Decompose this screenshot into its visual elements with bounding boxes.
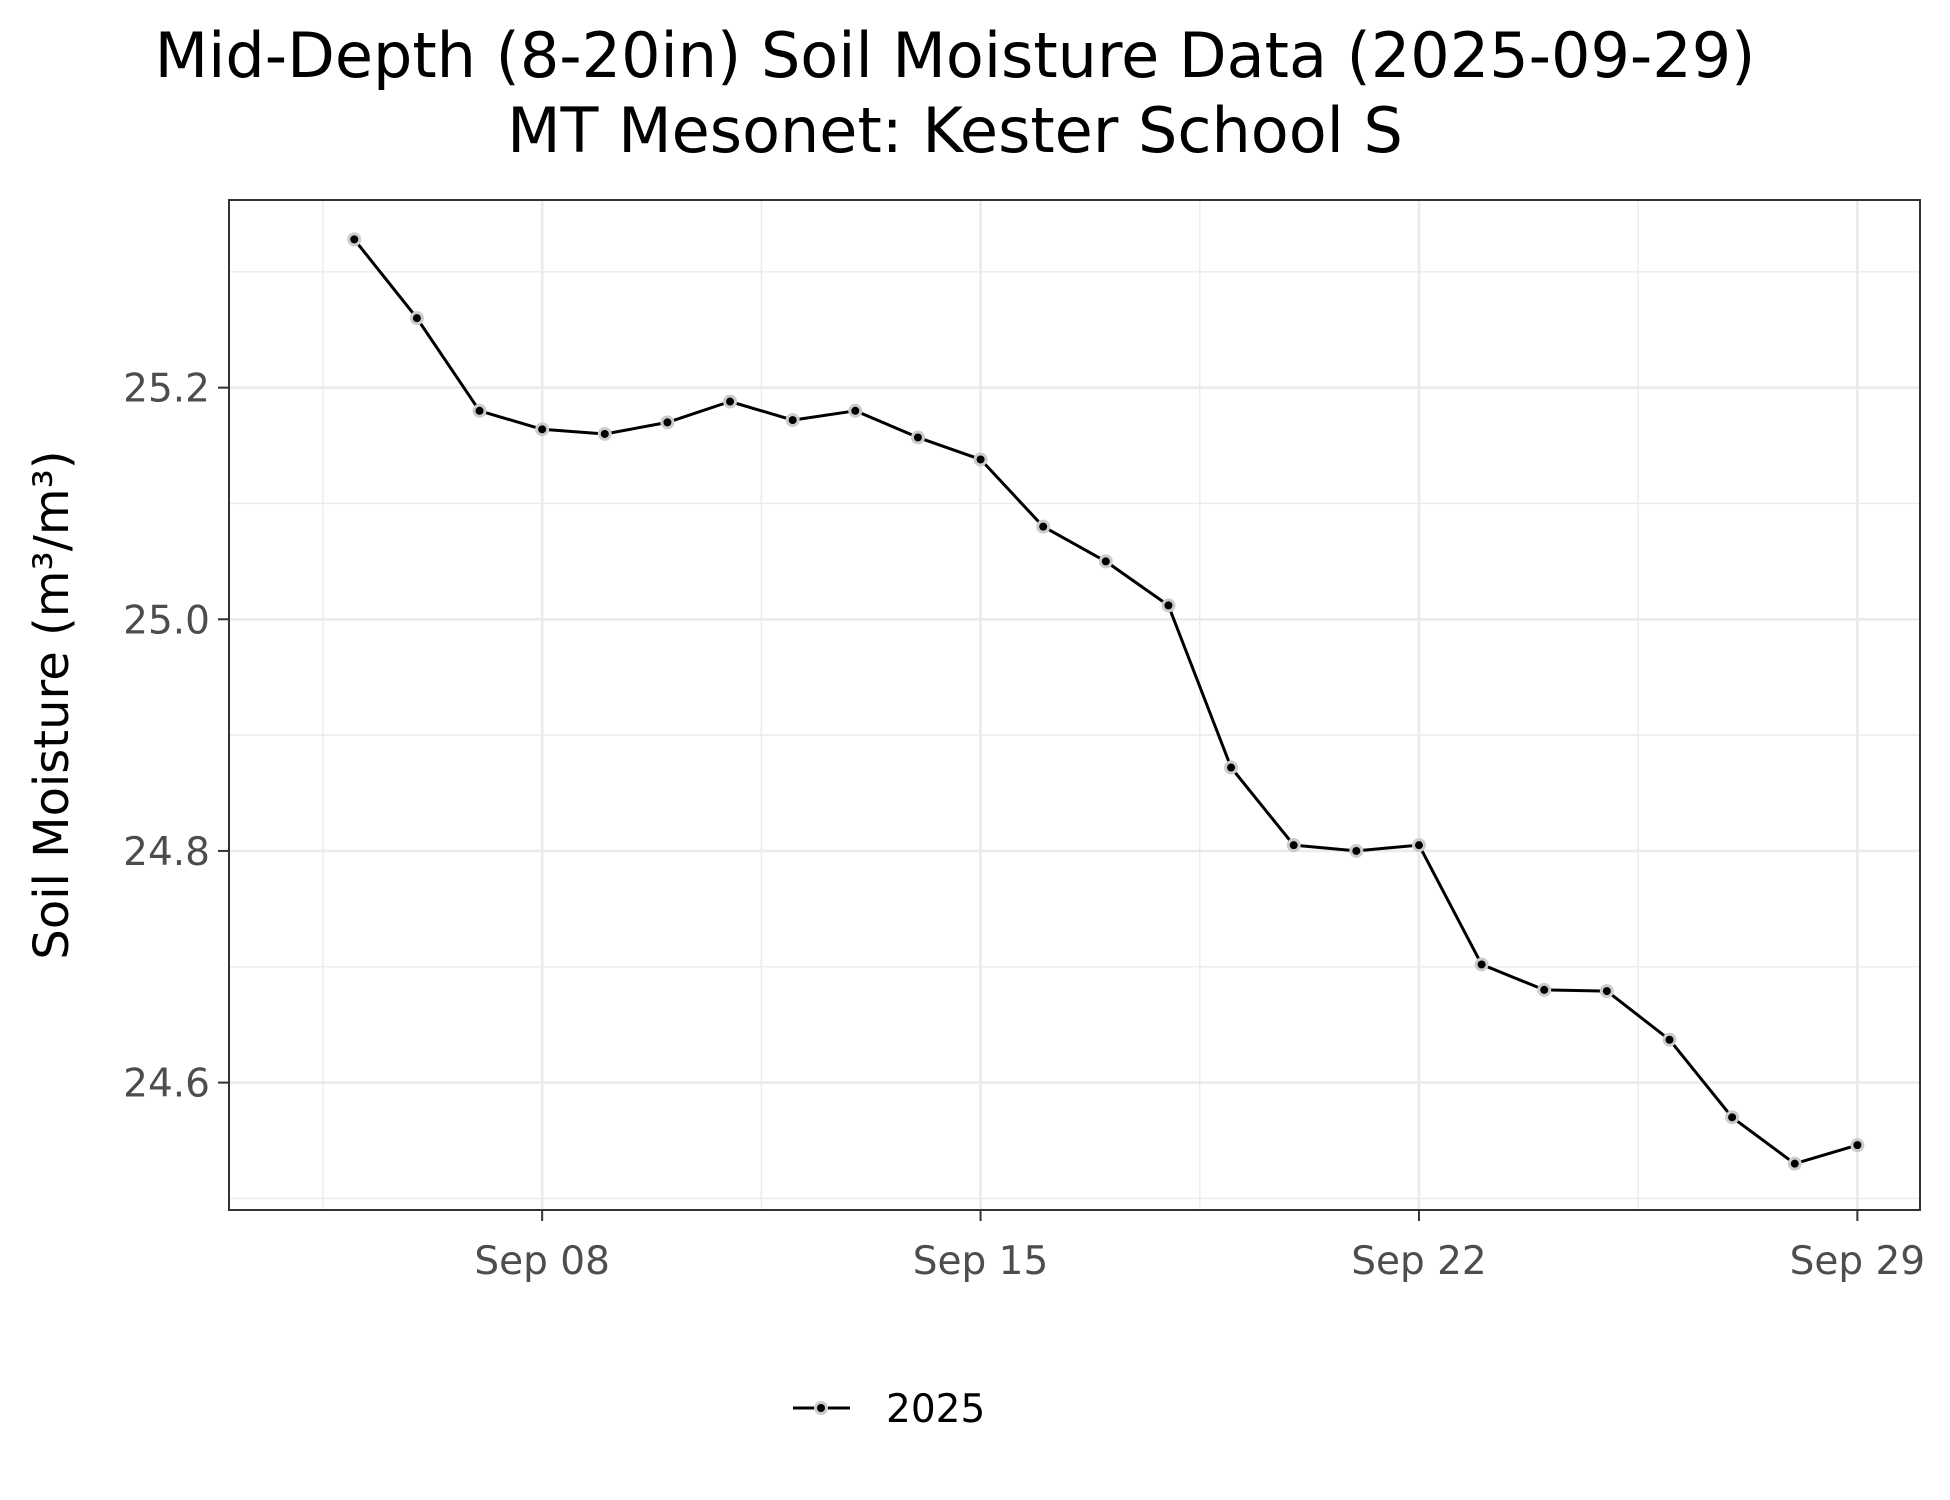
- y-tick-label: 25.2: [123, 367, 210, 412]
- y-axis-label: Soil Moisture (m³/m³): [24, 450, 80, 959]
- grid-major: [229, 200, 1920, 1210]
- data-point: [851, 406, 860, 415]
- data-point: [976, 455, 985, 464]
- grid-minor: [229, 200, 1920, 1210]
- legend-key-point: [817, 1404, 825, 1412]
- data-point: [1289, 841, 1298, 850]
- data-point: [1728, 1113, 1737, 1122]
- data-point: [1602, 987, 1611, 996]
- data-point: [538, 425, 547, 434]
- data-point: [663, 418, 672, 427]
- x-tick-label: Sep 29: [1790, 1239, 1926, 1284]
- data-point: [475, 406, 484, 415]
- panel-background: [229, 200, 1920, 1210]
- data-point: [726, 397, 735, 406]
- data-point: [1853, 1141, 1862, 1150]
- legend-label: 2025: [886, 1387, 985, 1432]
- y-tick-label: 24.8: [123, 830, 210, 875]
- data-point: [600, 429, 609, 438]
- data-point: [1164, 601, 1173, 610]
- data-point: [788, 416, 797, 425]
- series-layer: [347, 232, 1865, 1171]
- chart-subtitle: MT Mesonet: Kester School S: [507, 94, 1403, 167]
- plot-panel: [228, 199, 1921, 1211]
- data-point: [1227, 763, 1236, 772]
- data-point: [1352, 846, 1361, 855]
- data-point: [1414, 841, 1423, 850]
- data-point: [913, 433, 922, 442]
- y-tick-label: 25.0: [123, 598, 210, 643]
- data-point: [1477, 960, 1486, 969]
- chart-title: Mid-Depth (8-20in) Soil Moisture Data (2…: [155, 19, 1756, 92]
- data-point: [350, 235, 359, 244]
- x-tick-label: Sep 08: [474, 1239, 610, 1284]
- data-point: [1101, 557, 1110, 566]
- x-tick-label: Sep 15: [913, 1239, 1049, 1284]
- y-tick-label: 24.6: [123, 1062, 210, 1107]
- panel-border: [228, 199, 1921, 1211]
- data-point: [1665, 1035, 1674, 1044]
- data-point: [1039, 522, 1048, 531]
- data-point: [1540, 985, 1549, 994]
- data-point: [1790, 1159, 1799, 1168]
- data-point: [412, 314, 421, 323]
- legend: 2025: [793, 1387, 985, 1432]
- y-axis: 24.6 24.8 25.0 25.2: [123, 367, 229, 1107]
- x-axis: Sep 08 Sep 15 Sep 22 Sep 29: [474, 1210, 1925, 1284]
- x-tick-label: Sep 22: [1351, 1239, 1487, 1284]
